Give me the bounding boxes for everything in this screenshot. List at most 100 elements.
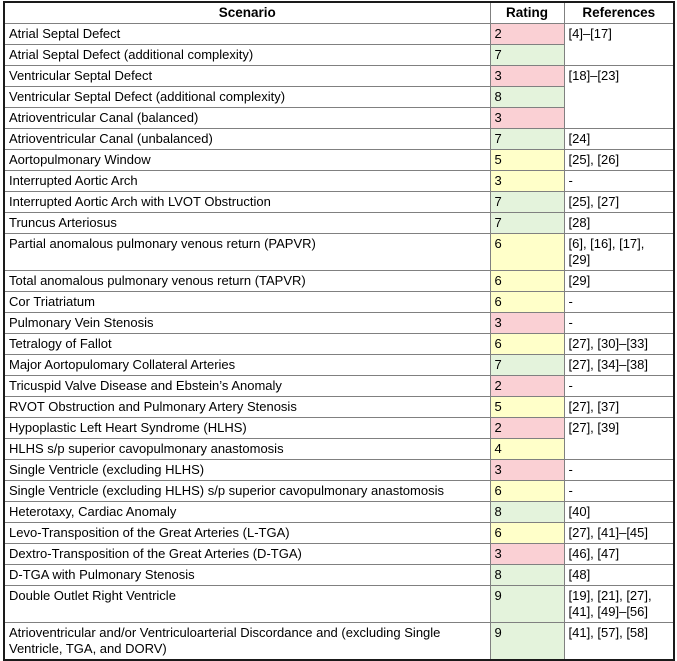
rating-cell: 8	[489, 564, 565, 586]
references-cell: [48]	[563, 564, 675, 586]
references-cell: [27], [34]–[38]	[563, 354, 675, 376]
rating-cell: 7	[489, 212, 565, 234]
table-body: Atrial Septal Defect 2 [4]–[17] Atrial Sept…	[3, 23, 675, 661]
references-cell: [29]	[563, 270, 675, 292]
rating-cell: 6	[489, 522, 565, 544]
table-row: Pulmonary Vein Stenosis 3-	[3, 312, 675, 334]
table-row: Atrioventricular and/or Ventriculoarteri…	[3, 622, 675, 661]
rating-cell: 3	[489, 459, 565, 481]
scenario-cell: Ventricular Septal Defect (additional co…	[3, 86, 491, 108]
scenario-cell: Levo-Transposition of the Great Arteries…	[3, 522, 491, 544]
scenario-cell: Hypoplastic Left Heart Syndrome (HLHS)	[3, 417, 491, 439]
table-row: Total anomalous pulmonary venous return …	[3, 270, 675, 292]
scenario-cell: Aortopulmonary Window	[3, 149, 491, 171]
references-cell: [24]	[563, 128, 675, 150]
table-row: Atrial Septal Defect 2 [4]–[17]	[3, 23, 675, 66]
column-header-references: References	[563, 1, 675, 24]
table-row: Double Outlet Right Ventricle 9 [19], [21]…	[3, 585, 675, 623]
rating-cell: 6	[489, 480, 565, 502]
references-cell: -	[563, 375, 675, 397]
table-row: Atrioventricular Canal (unbalanced) 7 [24]	[3, 128, 675, 150]
references-cell: [27], [30]–[33]	[563, 333, 675, 355]
rating-cell: 8	[489, 86, 565, 108]
references-cell: [19], [21], [27], [41], [49]–[56]	[563, 585, 675, 623]
column-header-rating: Rating	[489, 1, 565, 24]
scenario-cell: Single Ventricle (excluding HLHS)	[3, 459, 491, 481]
rating-cell: 2	[489, 375, 565, 397]
scenario-cell: Double Outlet Right Ventricle	[3, 585, 491, 623]
scenario-cell: Major Aortopulomary Collateral Arteries	[3, 354, 491, 376]
scenario-cell: Dextro-Transposition of the Great Arteri…	[3, 543, 491, 565]
table-row: Aortopulmonary Window 5 [25], [26]	[3, 149, 675, 171]
table-header: Scenario Rating References	[3, 1, 675, 24]
table-row: Tricuspid Valve Disease and Ebstein’s An…	[3, 375, 675, 397]
rating-cell: 9	[489, 622, 565, 661]
rating-cell: 6	[489, 333, 565, 355]
scenario-cell: RVOT Obstruction and Pulmonary Artery St…	[3, 396, 491, 418]
scenario-cell: Ventricular Septal Defect	[3, 65, 491, 87]
rating-cell: 3	[489, 170, 565, 192]
scenario-cell: Cor Triatriatum	[3, 291, 491, 313]
rating-cell: 8	[489, 501, 565, 523]
scenario-cell: Tricuspid Valve Disease and Ebstein’s An…	[3, 375, 491, 397]
scenario-cell: Atrial Septal Defect (additional complex…	[3, 44, 491, 66]
table-row: HLHS s/p superior cavopulmonary anastomo…	[3, 438, 674, 460]
header-row: Scenario Rating References	[3, 1, 675, 24]
references-cell: [18]–[23]	[563, 65, 675, 129]
scenario-cell: Atrioventricular Canal (unbalanced)	[3, 128, 491, 150]
page: Scenario Rating References Atrial Septal…	[3, 1, 675, 661]
rating-cell: 2	[489, 417, 565, 439]
rating-cell: 6	[489, 291, 565, 313]
rating-cell: 6	[489, 233, 565, 271]
table-row: Tetralogy of Fallot 6 [27], [30]–[33]	[3, 333, 675, 355]
table-row: Ventricular Septal Defect (additional co…	[3, 86, 674, 108]
scenario-cell: Atrial Septal Defect	[3, 23, 491, 45]
table-row: RVOT Obstruction and Pulmonary Artery St…	[3, 396, 675, 418]
rating-cell: 3	[489, 65, 565, 87]
column-header-scenario: Scenario	[3, 1, 491, 24]
scenario-cell: Pulmonary Vein Stenosis	[3, 312, 491, 334]
references-cell: -	[563, 291, 675, 313]
references-cell: [46], [47]	[563, 543, 675, 565]
references-cell: [25], [26]	[563, 149, 675, 171]
table-row: Ventricular Septal Defect 3 [18]–[23]	[3, 65, 675, 129]
references-cell: -	[563, 459, 675, 481]
rating-cell: 5	[489, 149, 565, 171]
scenario-cell: Atrioventricular and/or Ventriculoarteri…	[3, 622, 491, 661]
references-cell: -	[563, 312, 675, 334]
table-row: Single Ventricle (excluding HLHS) 3-	[3, 459, 675, 481]
references-cell: [28]	[563, 212, 675, 234]
rating-cell: 7	[489, 354, 565, 376]
rating-cell: 7	[489, 128, 565, 150]
scenario-cell: Partial anomalous pulmonary venous retur…	[3, 233, 491, 271]
references-cell: [40]	[563, 501, 675, 523]
table-row: Single Ventricle (excluding HLHS) s/p su…	[3, 480, 675, 502]
rating-cell: 9	[489, 585, 565, 623]
scenario-cell: Tetralogy of Fallot	[3, 333, 491, 355]
scenario-rating-table: Scenario Rating References Atrial Septal…	[3, 1, 675, 661]
scenario-cell: Truncus Arteriosus	[3, 212, 491, 234]
scenario-cell: D-TGA with Pulmonary Stenosis	[3, 564, 491, 586]
references-cell: [27], [37]	[563, 396, 675, 418]
table-row: Partial anomalous pulmonary venous retur…	[3, 233, 675, 271]
table-row: Interrupted Aortic Arch with LVOT Obstru…	[3, 191, 675, 213]
rating-cell: 2	[489, 23, 565, 45]
scenario-cell: Single Ventricle (excluding HLHS) s/p su…	[3, 480, 491, 502]
rating-cell: 4	[489, 438, 565, 460]
table-row: Truncus Arteriosus 7 [28]	[3, 212, 675, 234]
scenario-cell: Atrioventricular Canal (balanced)	[3, 107, 491, 129]
table-row: Dextro-Transposition of the Great Arteri…	[3, 543, 675, 565]
scenario-cell: Total anomalous pulmonary venous return …	[3, 270, 491, 292]
references-cell: [27], [41]–[45]	[563, 522, 675, 544]
rating-cell: 7	[489, 44, 565, 66]
rating-cell: 5	[489, 396, 565, 418]
scenario-cell: Interrupted Aortic Arch with LVOT Obstru…	[3, 191, 491, 213]
references-cell: [4]–[17]	[563, 23, 675, 66]
table-row: Cor Triatriatum 6-	[3, 291, 675, 313]
table-row: Major Aortopulomary Collateral Arteries 7…	[3, 354, 675, 376]
table-row: D-TGA with Pulmonary Stenosis 8 [48]	[3, 564, 675, 586]
references-cell: -	[563, 480, 675, 502]
references-cell: [27], [39]	[563, 417, 675, 460]
references-cell: -	[563, 170, 675, 192]
table-row: Levo-Transposition of the Great Arteries…	[3, 522, 675, 544]
